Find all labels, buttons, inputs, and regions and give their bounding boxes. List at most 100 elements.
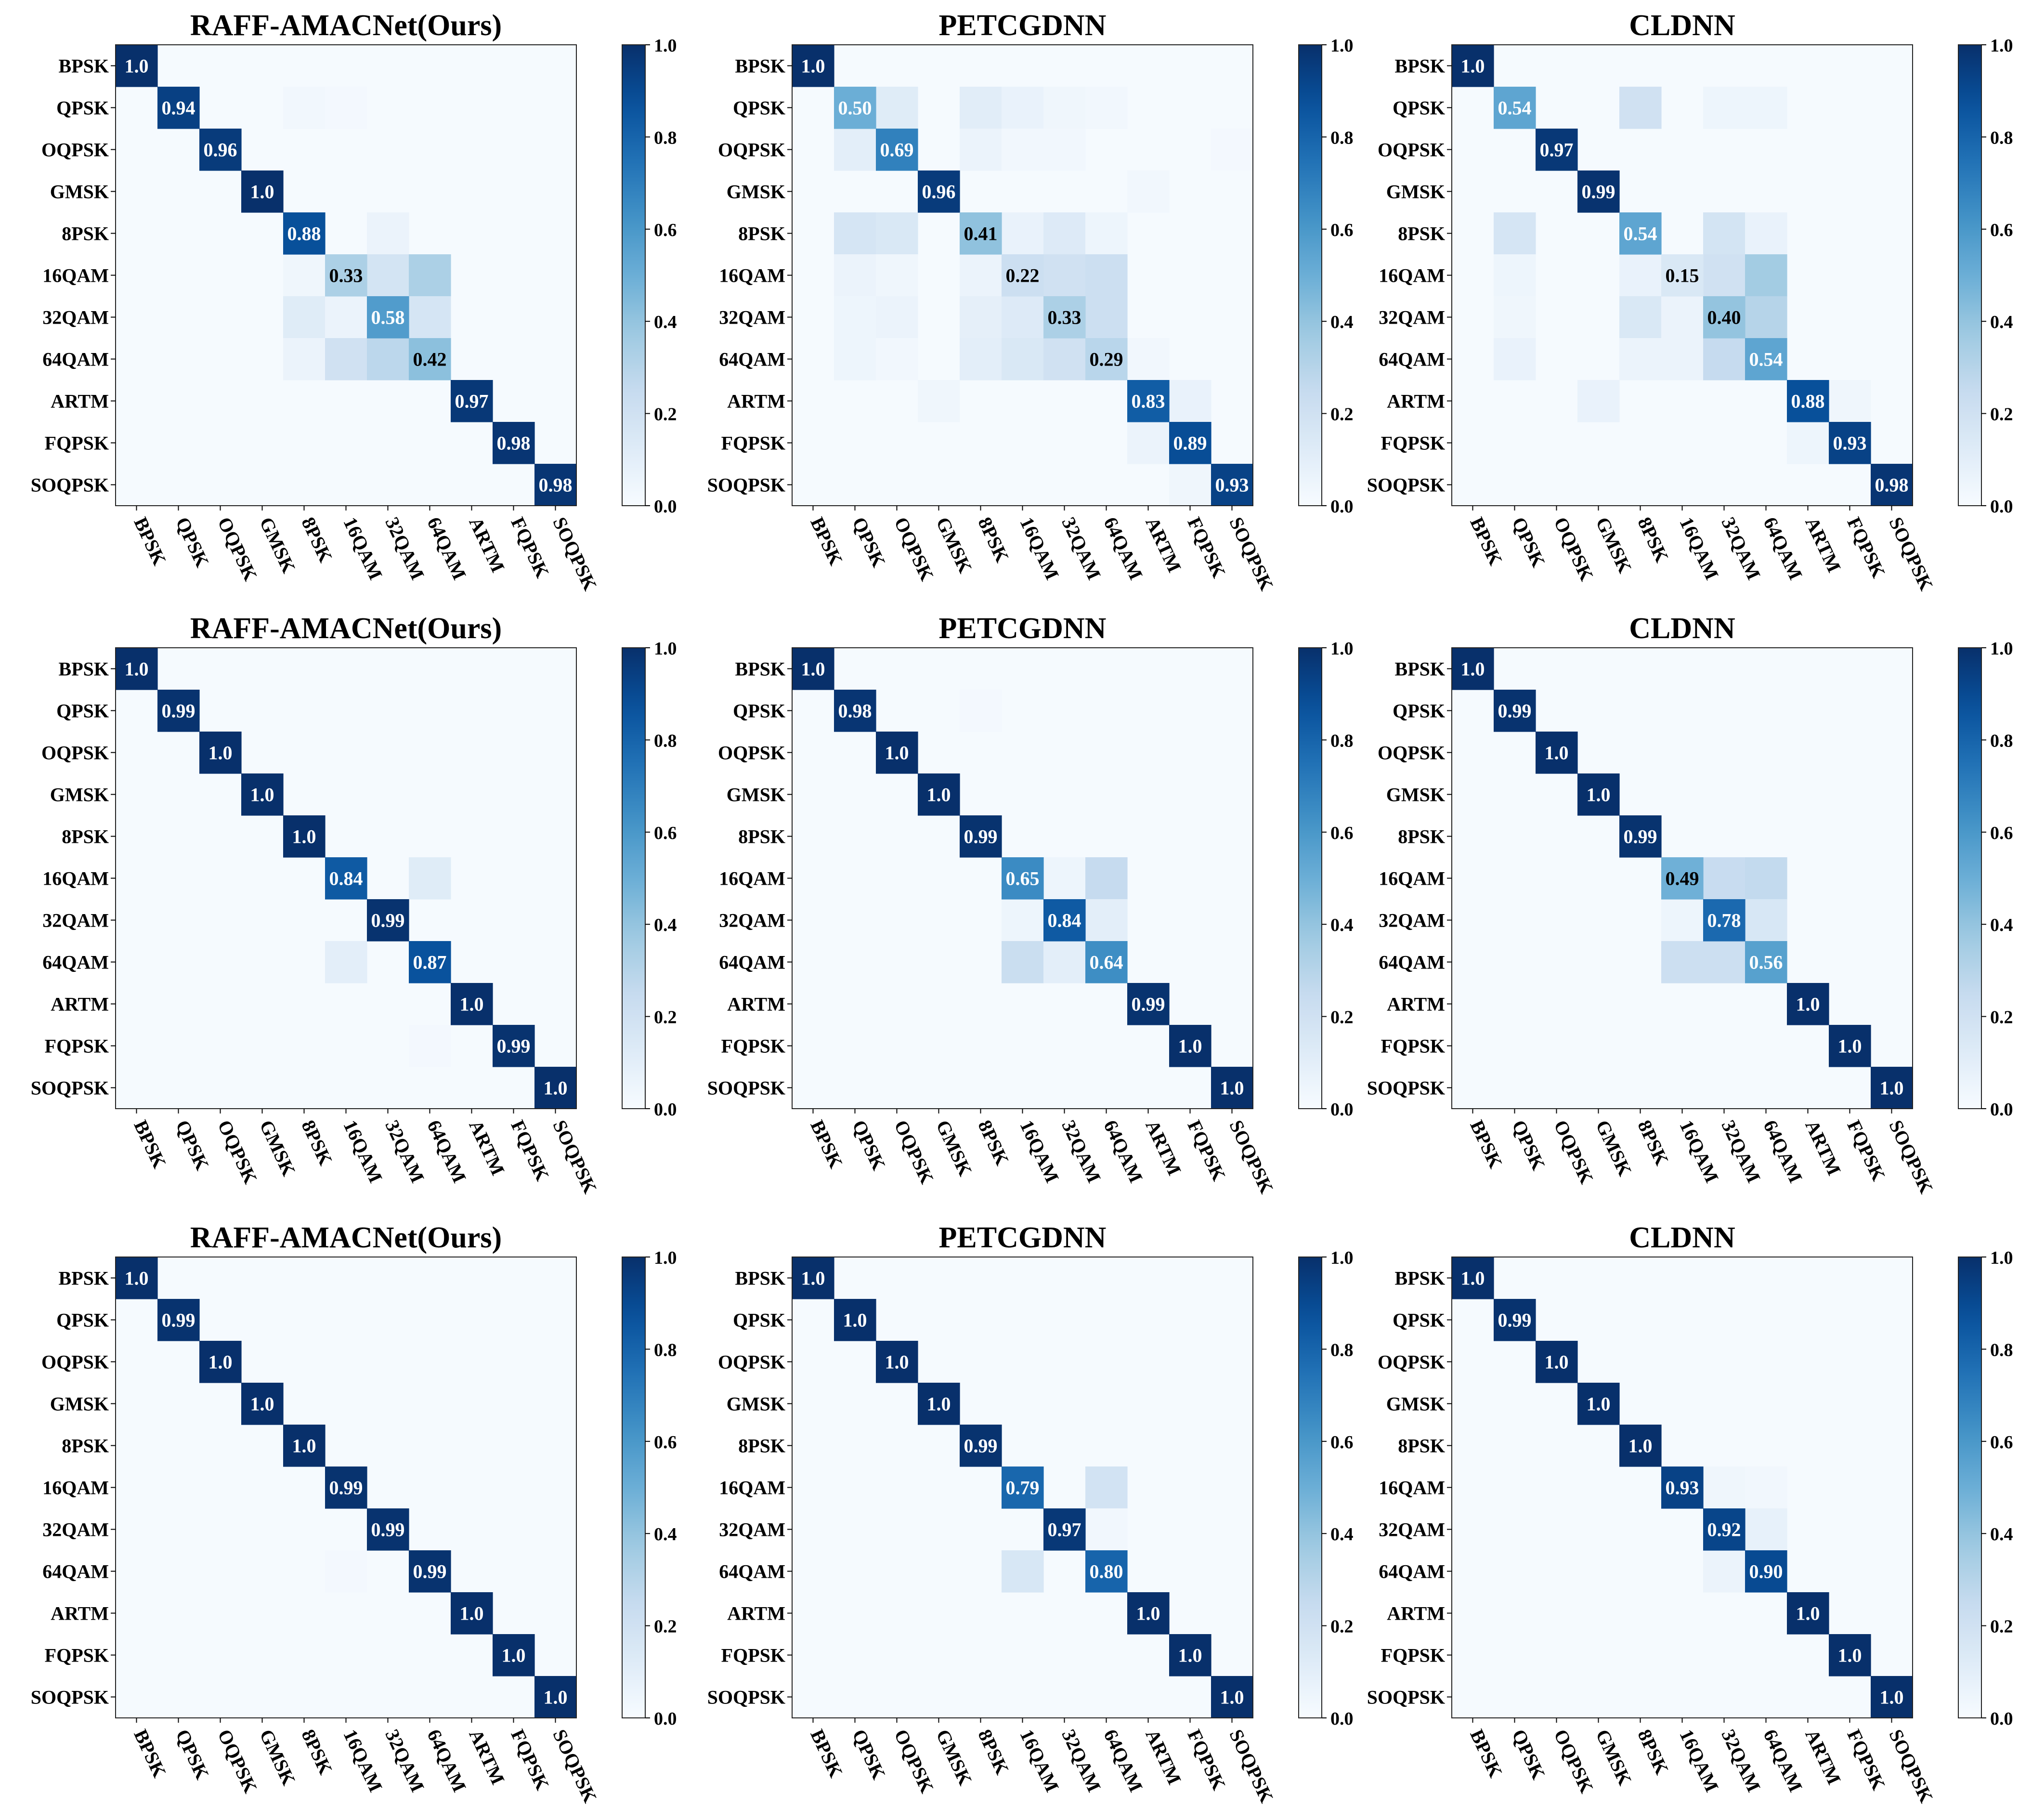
matrix-cell <box>367 1341 409 1383</box>
matrix-cell-diagonal <box>157 1299 200 1341</box>
y-tick-label: QPSK <box>1393 1309 1445 1331</box>
cell-value-label: 0.87 <box>413 952 447 973</box>
matrix-cell <box>1169 899 1211 942</box>
matrix-cell <box>116 129 158 171</box>
y-tick-label: 8PSK <box>1398 223 1445 245</box>
matrix-cell <box>1494 1466 1536 1509</box>
matrix-cell <box>116 857 158 900</box>
matrix-cell <box>1127 1425 1170 1467</box>
matrix-cell-diagonal <box>367 1508 409 1551</box>
x-tick-label: GMSK <box>1591 514 1636 576</box>
y-tick-label: OQPSK <box>1378 742 1445 764</box>
matrix-cell-diagonal <box>1085 338 1128 380</box>
matrix-cell <box>792 1067 834 1109</box>
matrix-cell <box>834 422 876 464</box>
matrix-cell <box>918 1466 960 1509</box>
matrix-cell <box>1577 1466 1620 1509</box>
matrix-cell <box>1703 170 1745 213</box>
matrix-cell <box>918 296 960 339</box>
matrix-cell <box>792 87 834 129</box>
matrix-cell-diagonal <box>1536 1341 1578 1383</box>
matrix-cell <box>1703 1466 1745 1509</box>
matrix-cell <box>960 296 1002 339</box>
matrix-cell <box>534 254 577 297</box>
matrix-cell-diagonal <box>1871 1067 1913 1109</box>
matrix-cell <box>1745 212 1787 255</box>
matrix-cell <box>157 1257 200 1299</box>
matrix-cell <box>834 857 876 900</box>
cell-value-label: 0.96 <box>204 139 237 161</box>
matrix-cell <box>1661 732 1704 774</box>
cell-value-label: 1.0 <box>125 1268 149 1289</box>
cell-value-label: 1.0 <box>927 784 951 806</box>
matrix-cell <box>283 464 326 506</box>
x-tick-label: QPSK <box>848 1117 890 1174</box>
matrix-cell <box>1452 1383 1494 1425</box>
matrix-cell <box>283 1466 326 1509</box>
matrix-cell <box>1577 1341 1620 1383</box>
matrix-cell <box>1745 1257 1787 1299</box>
matrix-cell <box>1043 648 1086 690</box>
cell-value-label: 0.49 <box>1666 868 1699 890</box>
matrix-cell-diagonal <box>409 941 451 983</box>
matrix-cell <box>241 941 284 983</box>
x-tick-label: OQPSK <box>1550 1726 1598 1796</box>
matrix-cell <box>1452 815 1494 858</box>
matrix-cell <box>960 1634 1002 1676</box>
cell-value-label: 0.33 <box>1048 307 1081 328</box>
matrix-cell <box>918 45 960 87</box>
matrix-cell <box>283 1508 326 1551</box>
matrix-cell <box>367 254 409 297</box>
matrix-cell-diagonal <box>451 380 493 422</box>
matrix-cell <box>792 1466 834 1509</box>
cell-value-label: 0.56 <box>1749 952 1783 973</box>
matrix-cell <box>199 170 242 213</box>
matrix-cell <box>367 338 409 380</box>
matrix-cell <box>792 690 834 732</box>
cell-value-label: 1.0 <box>292 826 316 848</box>
matrix-cell-diagonal <box>1043 899 1086 942</box>
colorbar-tick-label: 0.8 <box>1990 731 2013 751</box>
x-tick-label: QPSK <box>171 514 213 571</box>
colorbar <box>1958 647 1982 1109</box>
y-tick-label: 32QAM <box>42 307 109 328</box>
matrix-cell-diagonal <box>1169 1025 1211 1067</box>
y-tick-label: 8PSK <box>1398 826 1445 848</box>
matrix-cell <box>1536 254 1578 297</box>
cell-value-label: 0.99 <box>1132 994 1165 1015</box>
matrix-cell <box>325 1676 367 1718</box>
matrix-cell <box>918 899 960 942</box>
matrix-cell <box>199 983 242 1025</box>
matrix-cell <box>534 732 577 774</box>
matrix-cell <box>199 464 242 506</box>
y-tick-label: BPSK <box>59 55 109 77</box>
matrix-cell <box>1577 254 1620 297</box>
matrix-cell <box>1043 732 1086 774</box>
matrix-cell <box>1787 648 1829 690</box>
matrix-cell-diagonal <box>1211 464 1253 506</box>
matrix-cell <box>493 1383 535 1425</box>
matrix-cell <box>534 815 577 858</box>
matrix-cell <box>534 1383 577 1425</box>
matrix-cell <box>1787 87 1829 129</box>
matrix-cell <box>451 1383 493 1425</box>
matrix-cell <box>1085 773 1128 816</box>
matrix-cell <box>367 212 409 255</box>
matrix-cell <box>1169 690 1211 732</box>
matrix-cell-diagonal <box>241 773 284 816</box>
matrix-cell <box>1494 1383 1536 1425</box>
matrix-cell <box>1127 1676 1170 1718</box>
matrix-cell <box>1085 732 1128 774</box>
matrix-cell <box>834 732 876 774</box>
matrix-cell <box>1536 212 1578 255</box>
matrix-cell <box>1002 1257 1044 1299</box>
matrix-cell <box>1745 1425 1787 1467</box>
matrix-cell-diagonal <box>1661 254 1704 297</box>
matrix-cell <box>1085 422 1128 464</box>
matrix-cell <box>1871 1634 1913 1676</box>
cell-value-label: 0.78 <box>1707 910 1741 931</box>
matrix-cell <box>918 983 960 1025</box>
cell-value-label: 0.99 <box>1582 181 1615 203</box>
matrix-cell <box>116 899 158 942</box>
matrix-cell <box>1085 254 1128 297</box>
